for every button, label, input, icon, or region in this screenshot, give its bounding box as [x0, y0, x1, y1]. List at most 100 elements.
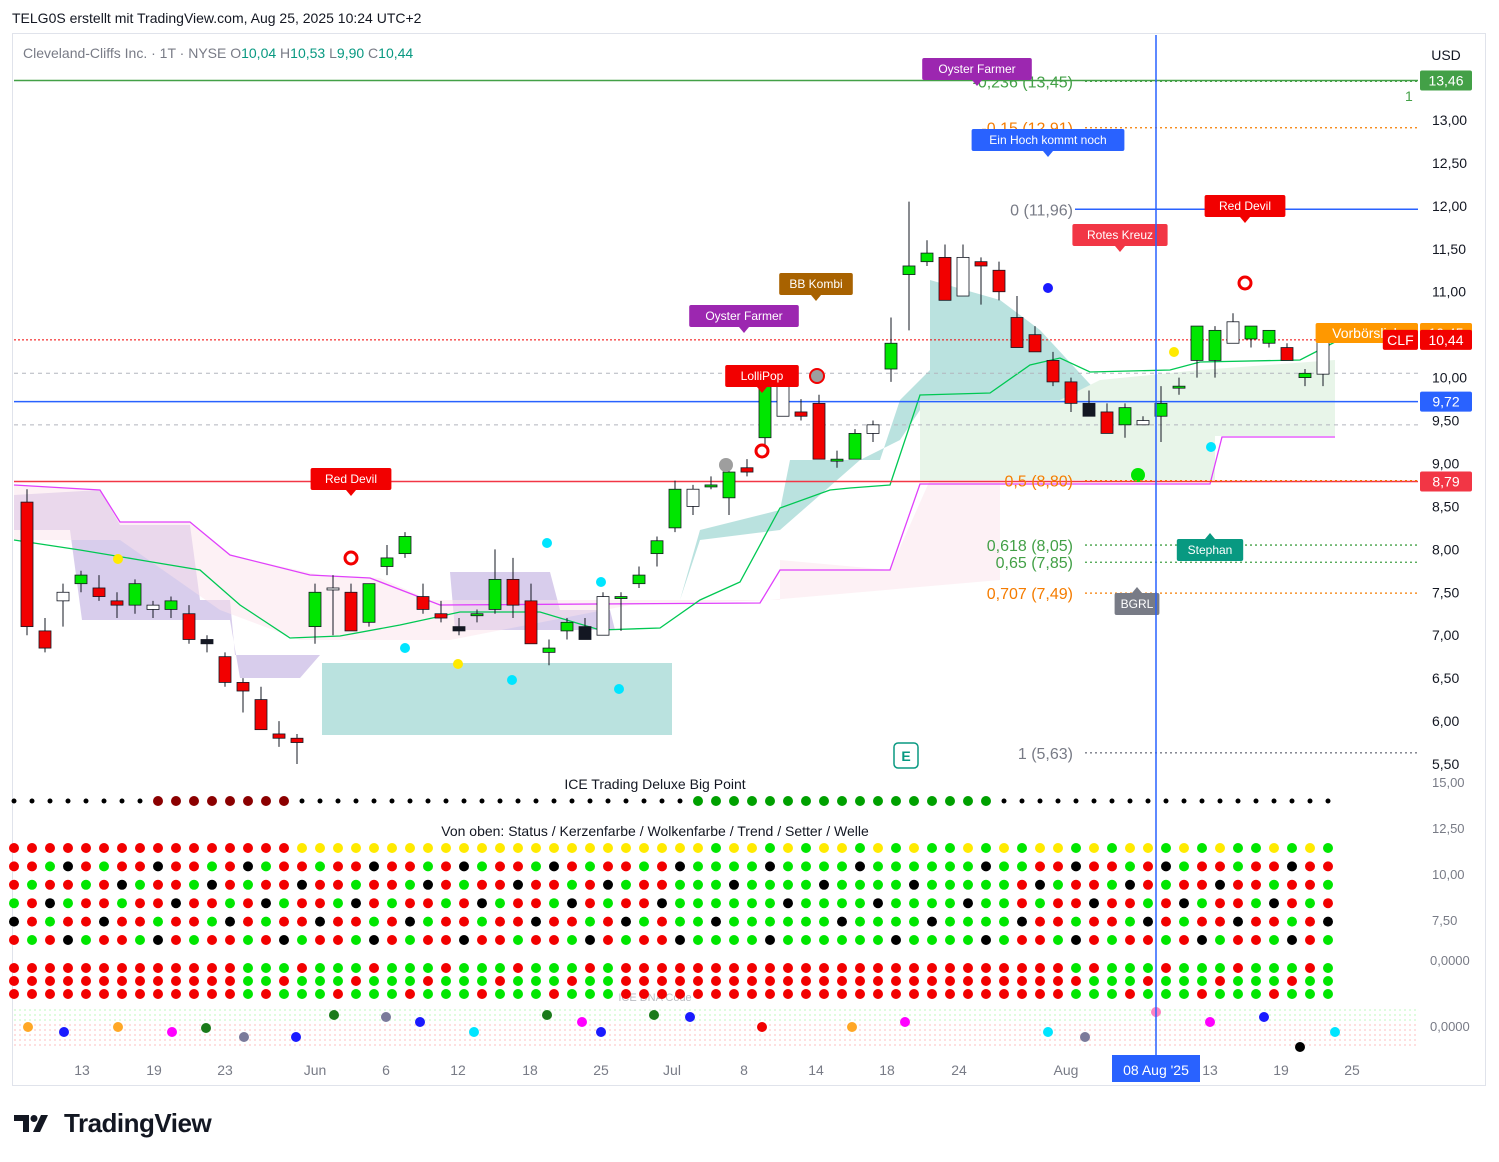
dna-dot — [891, 963, 901, 973]
status-dot — [189, 843, 199, 853]
signal-label-pointer — [346, 490, 356, 496]
dna-dot — [99, 963, 109, 973]
status-dot — [657, 843, 667, 853]
price-label-box — [1420, 471, 1472, 492]
dna-dot — [45, 976, 55, 986]
dna-dot — [549, 989, 559, 999]
status-dot — [801, 935, 811, 945]
candle — [1280, 343, 1294, 361]
status-dot — [639, 935, 649, 945]
status-dot — [1125, 861, 1135, 872]
x-tick-label: 14 — [808, 1062, 824, 1078]
x-tick-label: 12 — [450, 1062, 466, 1078]
signal-dot — [400, 643, 410, 653]
candle — [1208, 326, 1222, 378]
bigpoint-dot — [551, 798, 557, 804]
dna-dot — [657, 976, 667, 986]
dna-dot — [1125, 989, 1135, 999]
candle-body — [830, 458, 844, 462]
status-dot — [1125, 843, 1135, 853]
status-dot — [909, 843, 919, 853]
status-dot — [603, 843, 613, 853]
status-dot — [891, 861, 901, 872]
dna-dot — [1161, 963, 1171, 973]
signal-dot — [1206, 442, 1216, 452]
candle — [1100, 403, 1114, 434]
tradingview-logo-icon — [14, 1114, 48, 1132]
signal-label: Stephan — [1176, 533, 1244, 561]
dna-dot — [1053, 976, 1063, 986]
tradingview-logo[interactable]: TradingView — [14, 1108, 212, 1139]
dna-dot — [135, 963, 145, 973]
currency-button[interactable]: USD — [1431, 47, 1461, 63]
cloud-pink — [14, 480, 1000, 640]
status-dot — [27, 935, 37, 945]
status-dot — [441, 861, 451, 872]
status-dot — [477, 916, 487, 927]
dna-dot — [297, 976, 307, 986]
signal-dot — [614, 684, 624, 694]
candle-body — [974, 261, 988, 267]
status-dot — [477, 935, 487, 945]
status-dot — [351, 843, 361, 853]
candle-body — [182, 613, 196, 640]
status-dot — [1215, 861, 1225, 872]
candle — [704, 476, 718, 490]
status-dot — [153, 861, 163, 872]
status-dot — [135, 898, 145, 909]
status-dot — [1323, 861, 1333, 872]
status-dot — [765, 935, 775, 945]
status-dot — [1287, 916, 1297, 927]
bigpoint-dot — [83, 798, 89, 804]
status-dot — [45, 861, 55, 872]
status-dot — [369, 898, 379, 909]
dna-dot — [1143, 976, 1153, 986]
dna-dot — [261, 963, 271, 973]
bigpoint-dot — [1091, 798, 1097, 804]
status-dot — [99, 916, 109, 927]
signal-markers — [113, 275, 1253, 694]
status-dot — [1215, 843, 1225, 853]
red-ring-marker — [754, 443, 770, 459]
status-dot — [1053, 935, 1063, 945]
signal-dot — [1043, 283, 1053, 293]
x-tick-label: 18 — [879, 1062, 895, 1078]
pane-y-tick: 7,50 — [1432, 913, 1457, 928]
status-dot — [531, 898, 541, 909]
status-dot — [585, 916, 595, 927]
open-label: O — [230, 45, 242, 61]
status-dot — [801, 916, 811, 927]
status-dot — [1233, 916, 1243, 927]
status-dot — [585, 843, 595, 853]
signal-label-pointer — [1132, 587, 1142, 593]
dna-dot — [1035, 963, 1045, 973]
status-dot — [63, 879, 73, 890]
dna-dot — [9, 976, 19, 986]
status-dot — [585, 879, 595, 890]
status-dot — [819, 879, 829, 890]
status-dot — [999, 898, 1009, 909]
dna-dot — [621, 963, 631, 973]
candle-body — [1244, 325, 1258, 340]
dna-dot — [207, 989, 217, 999]
status-dot — [549, 898, 559, 909]
status-dot — [441, 916, 451, 927]
status-dot — [153, 935, 163, 945]
dna-dot — [1179, 989, 1189, 999]
status-dot — [765, 861, 775, 872]
dna-dot — [243, 989, 253, 999]
dna-dot — [531, 963, 541, 973]
dna-signal-dot — [329, 1010, 339, 1020]
status-dot — [315, 898, 325, 909]
high-value: 10,53 — [290, 45, 326, 61]
signal-label-text: Red Devil — [1219, 199, 1271, 213]
dna-dot — [1269, 963, 1279, 973]
dna-dot — [1035, 989, 1045, 999]
status-dot — [783, 916, 793, 927]
status-dot — [405, 898, 415, 909]
candle-body — [470, 613, 484, 617]
status-dot — [45, 916, 55, 927]
signal-label-box — [310, 468, 392, 490]
candle — [524, 583, 538, 645]
